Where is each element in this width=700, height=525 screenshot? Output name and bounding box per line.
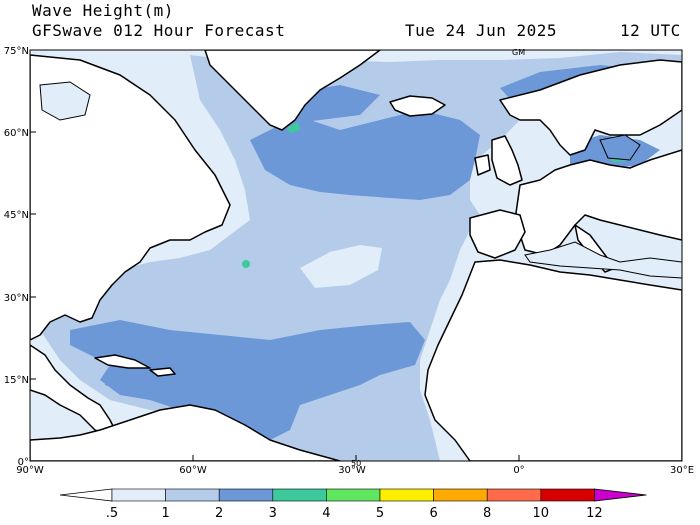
lon-label-90w: 90°W xyxy=(16,465,44,476)
colorbar-label: 3 xyxy=(269,506,277,521)
forecast-date: Tue 24 Jun 2025 xyxy=(405,21,557,40)
lon-label-0: 0° xyxy=(513,465,524,476)
wave-3-4m-atlantic-spot xyxy=(242,260,250,268)
wave-05-1m-pool xyxy=(300,245,382,288)
land-iceland xyxy=(389,95,446,117)
lat-ticks xyxy=(30,49,36,462)
colorbar-label: 2 xyxy=(215,506,223,521)
colorbar-max-arrow xyxy=(594,488,647,502)
hudson-bay xyxy=(39,81,91,121)
wave-2-3m-tropics xyxy=(70,320,425,440)
colorbar-label: 6 xyxy=(429,506,437,521)
land-iberia xyxy=(469,209,526,259)
map-title: Wave Height(m) xyxy=(32,1,174,20)
lat-label-15n: 15°N xyxy=(4,375,29,386)
land-ireland xyxy=(474,154,491,176)
colorbar-label: 1 xyxy=(161,506,169,521)
forecast-subtitle: GFSwave 012 Hour Forecast xyxy=(32,21,286,40)
forecast-time: 12 UTC xyxy=(620,21,681,40)
baltic-sea xyxy=(599,134,641,161)
colorbar: .5 1 2 3 4 5 6 8 10 12 xyxy=(59,488,647,521)
wave-3-4m-greenland-spot xyxy=(287,122,300,133)
land-greenland xyxy=(204,50,381,131)
colorbar-swatch xyxy=(540,488,595,502)
lat-label-45n: 45°N xyxy=(4,210,29,221)
colorbar-swatch xyxy=(379,488,434,502)
colorbar-label: .5 xyxy=(106,506,118,521)
wave-2-3m-caribbean xyxy=(105,370,170,392)
colorbar-label: 4 xyxy=(322,506,330,521)
land-hispaniola xyxy=(149,367,176,377)
land-south-america xyxy=(30,404,341,461)
colorbar-label: 10 xyxy=(533,506,550,521)
lat-label-60n: 60°N xyxy=(4,128,29,139)
map-plot-area xyxy=(30,50,682,461)
wave-2-3m-north xyxy=(250,110,480,200)
lon-label-60w: 60°W xyxy=(179,465,207,476)
colorbar-swatch xyxy=(218,488,274,502)
land-north-america xyxy=(30,54,231,341)
land-great-britain xyxy=(491,135,523,186)
lat-label-75n: 75°N xyxy=(4,46,29,57)
land-africa xyxy=(424,259,682,461)
colorbar-swatch xyxy=(272,488,327,502)
lat-label-0: 0° xyxy=(18,457,29,468)
lon-label-30e: 30°E xyxy=(670,465,694,476)
colorbar-label: 5 xyxy=(376,506,384,521)
mediterranean-sea xyxy=(524,241,682,279)
colorbar-swatch xyxy=(165,488,220,502)
land-scandinavia xyxy=(499,59,682,156)
colorbar-label: 12 xyxy=(586,506,603,521)
land-masses xyxy=(30,50,682,461)
meridian-50-label: 50 xyxy=(351,459,361,468)
colorbar-label: 8 xyxy=(483,506,491,521)
colorbar-swatch xyxy=(111,488,166,502)
gm-label: GM xyxy=(512,48,525,57)
lon-ticks xyxy=(29,455,683,461)
colorbar-swatch xyxy=(326,488,381,502)
colorbar-min-arrow xyxy=(59,488,113,502)
lat-label-30n: 30°N xyxy=(4,293,29,304)
colorbar-swatch xyxy=(486,488,542,502)
land-cuba xyxy=(94,354,151,369)
colorbar-swatch xyxy=(433,488,488,502)
lon-label-30w: 30°W xyxy=(338,465,366,476)
